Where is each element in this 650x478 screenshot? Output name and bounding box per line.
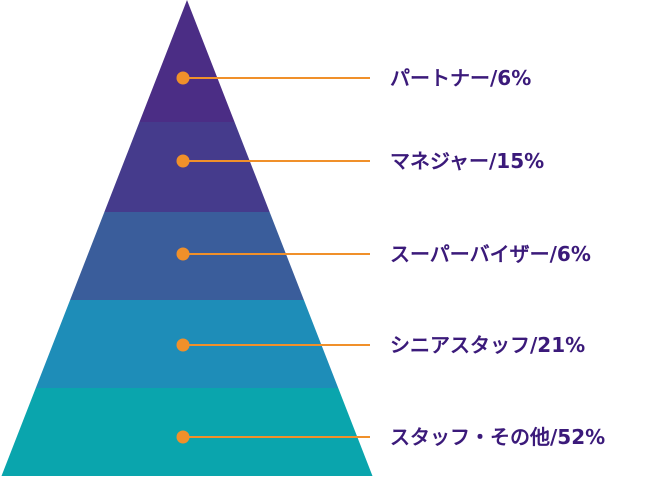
connector-lines xyxy=(183,77,370,438)
pyramid-tier xyxy=(104,122,270,212)
tier-marker-dot xyxy=(176,71,190,85)
pyramid-tier xyxy=(139,0,235,122)
tier-label: スーパーバイザー/6% xyxy=(390,242,591,266)
tier-marker-dot xyxy=(176,247,190,261)
tier-label: パートナー/6% xyxy=(390,66,531,90)
tier-label: スタッフ・その他/52% xyxy=(390,425,605,449)
tier-label: シニアスタッフ/21% xyxy=(390,333,585,357)
tier-marker-dot xyxy=(176,338,190,352)
tier-label: マネジャー/15% xyxy=(390,149,544,173)
tier-labels: パートナー/6% マネジャー/15% スーパーバイザー/6% シニアスタッフ/21% ス… xyxy=(390,66,605,449)
tier-marker-dot xyxy=(176,154,190,168)
pyramid-tiers xyxy=(1,0,373,476)
tier-marker-dot xyxy=(176,430,190,444)
marker-dots xyxy=(176,71,190,444)
